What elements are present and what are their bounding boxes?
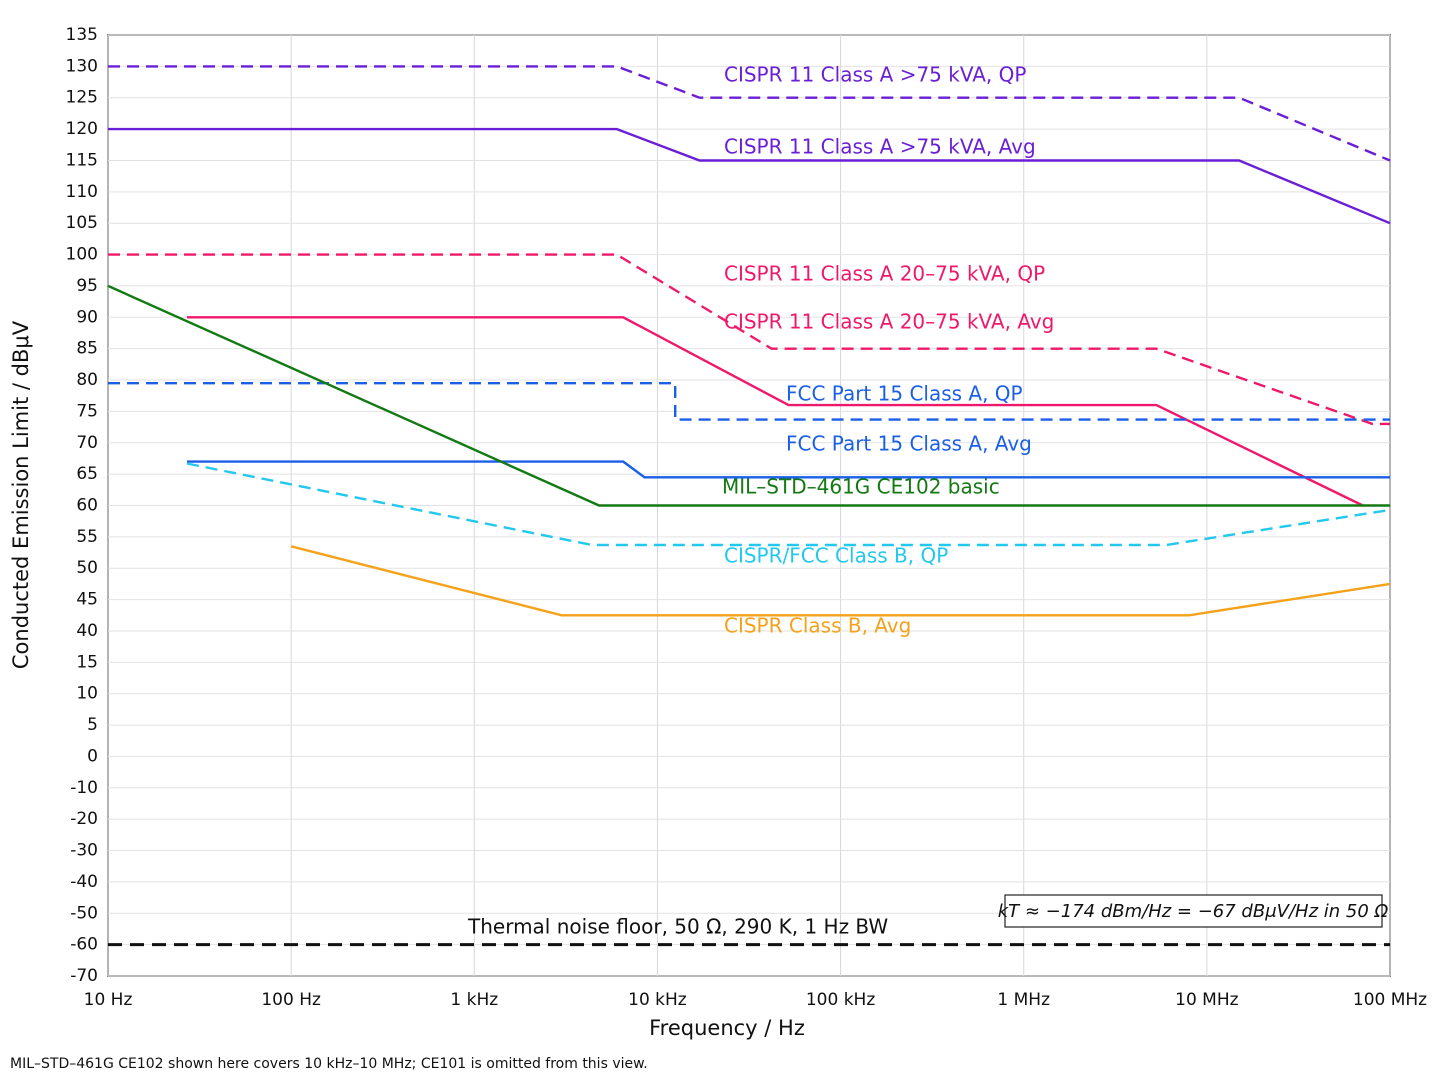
y-tick-label: 15 — [76, 652, 98, 672]
x-tick-label: 1 kHz — [450, 990, 498, 1010]
y-tick-label: 5 — [87, 715, 98, 735]
series-label: CISPR Class B, Avg — [724, 614, 911, 638]
series-line — [290, 545, 1391, 617]
y-tick-label: 65 — [76, 464, 98, 484]
y-axis-label: Conducted Emission Limit / dBμV — [9, 320, 33, 669]
series-line — [187, 460, 1390, 479]
x-tick-label: 10 kHz — [628, 990, 687, 1010]
annotation: kT ≈ −174 dBm/Hz = −67 dBμV/Hz in 50 Ω — [998, 901, 1389, 922]
series-line — [108, 382, 1390, 421]
y-tick-label: -10 — [70, 778, 98, 798]
series-line — [108, 127, 1391, 225]
y-tick-label: -60 — [70, 935, 98, 955]
y-tick-label: 95 — [76, 276, 98, 296]
annotation-box — [1004, 894, 1383, 928]
x-tick-label: 1 MHz — [997, 990, 1050, 1010]
series-label: FCC Part 15 Class A, QP — [786, 382, 1023, 406]
footnote: MIL–STD–461G CE102 shown here covers 10 … — [10, 1056, 648, 1072]
series-label: CISPR 11 Class A >75 kVA, Avg — [724, 135, 1036, 159]
y-tick-label: 100 — [66, 245, 98, 265]
series-label: Thermal noise floor, 50 Ω, 290 K, 1 Hz B… — [467, 915, 888, 939]
x-tick-label: 10 Hz — [84, 990, 133, 1010]
series-label: FCC Part 15 Class A, Avg — [786, 432, 1032, 456]
y-tick-label: 70 — [76, 433, 98, 453]
x-tick-label: 100 MHz — [1353, 990, 1427, 1010]
series-line — [187, 316, 1364, 507]
series-line — [107, 284, 1390, 507]
y-tick-label: 130 — [66, 56, 98, 76]
series-line — [108, 65, 1391, 162]
y-tick-label: 40 — [76, 621, 98, 641]
y-tick-label: 120 — [66, 119, 98, 139]
series-label: CISPR 11 Class A 20–75 kVA, QP — [724, 262, 1045, 286]
y-tick-label: 115 — [66, 150, 98, 170]
y-tick-label: -20 — [70, 809, 98, 829]
series-label: MIL–STD–461G CE102 basic — [722, 475, 1000, 499]
y-tick-label: -30 — [70, 841, 98, 861]
y-tick-label: 10 — [76, 684, 98, 704]
x-tick-label: 100 Hz — [261, 990, 321, 1010]
series-line — [108, 253, 1390, 426]
x-tick-label: 10 MHz — [1175, 990, 1238, 1010]
x-axis-label: Frequency / Hz — [649, 1016, 805, 1040]
y-tick-label: -40 — [70, 872, 98, 892]
series-label: CISPR 11 Class A 20–75 kVA, Avg — [724, 310, 1054, 334]
y-tick-label: -70 — [70, 966, 98, 986]
y-tick-label: 75 — [76, 401, 98, 421]
y-tick-label: 105 — [66, 213, 98, 233]
y-tick-label: -50 — [70, 903, 98, 923]
y-tick-label: 85 — [76, 339, 98, 359]
y-tick-label: 50 — [76, 558, 98, 578]
y-tick-label: 55 — [76, 527, 98, 547]
y-tick-label: 90 — [76, 307, 98, 327]
series-label: CISPR 11 Class A >75 kVA, QP — [724, 63, 1026, 87]
y-tick-label: 135 — [66, 25, 98, 45]
x-tick-label: 100 kHz — [806, 990, 875, 1010]
y-tick-label: 110 — [66, 182, 98, 202]
y-tick-label: 0 — [87, 746, 98, 766]
series-label: CISPR/FCC Class B, QP — [724, 544, 948, 568]
y-tick-label: 60 — [76, 496, 98, 516]
y-tick-label: 45 — [76, 590, 98, 610]
y-tick-label: 80 — [76, 370, 98, 390]
y-tick-label: 125 — [66, 88, 98, 108]
